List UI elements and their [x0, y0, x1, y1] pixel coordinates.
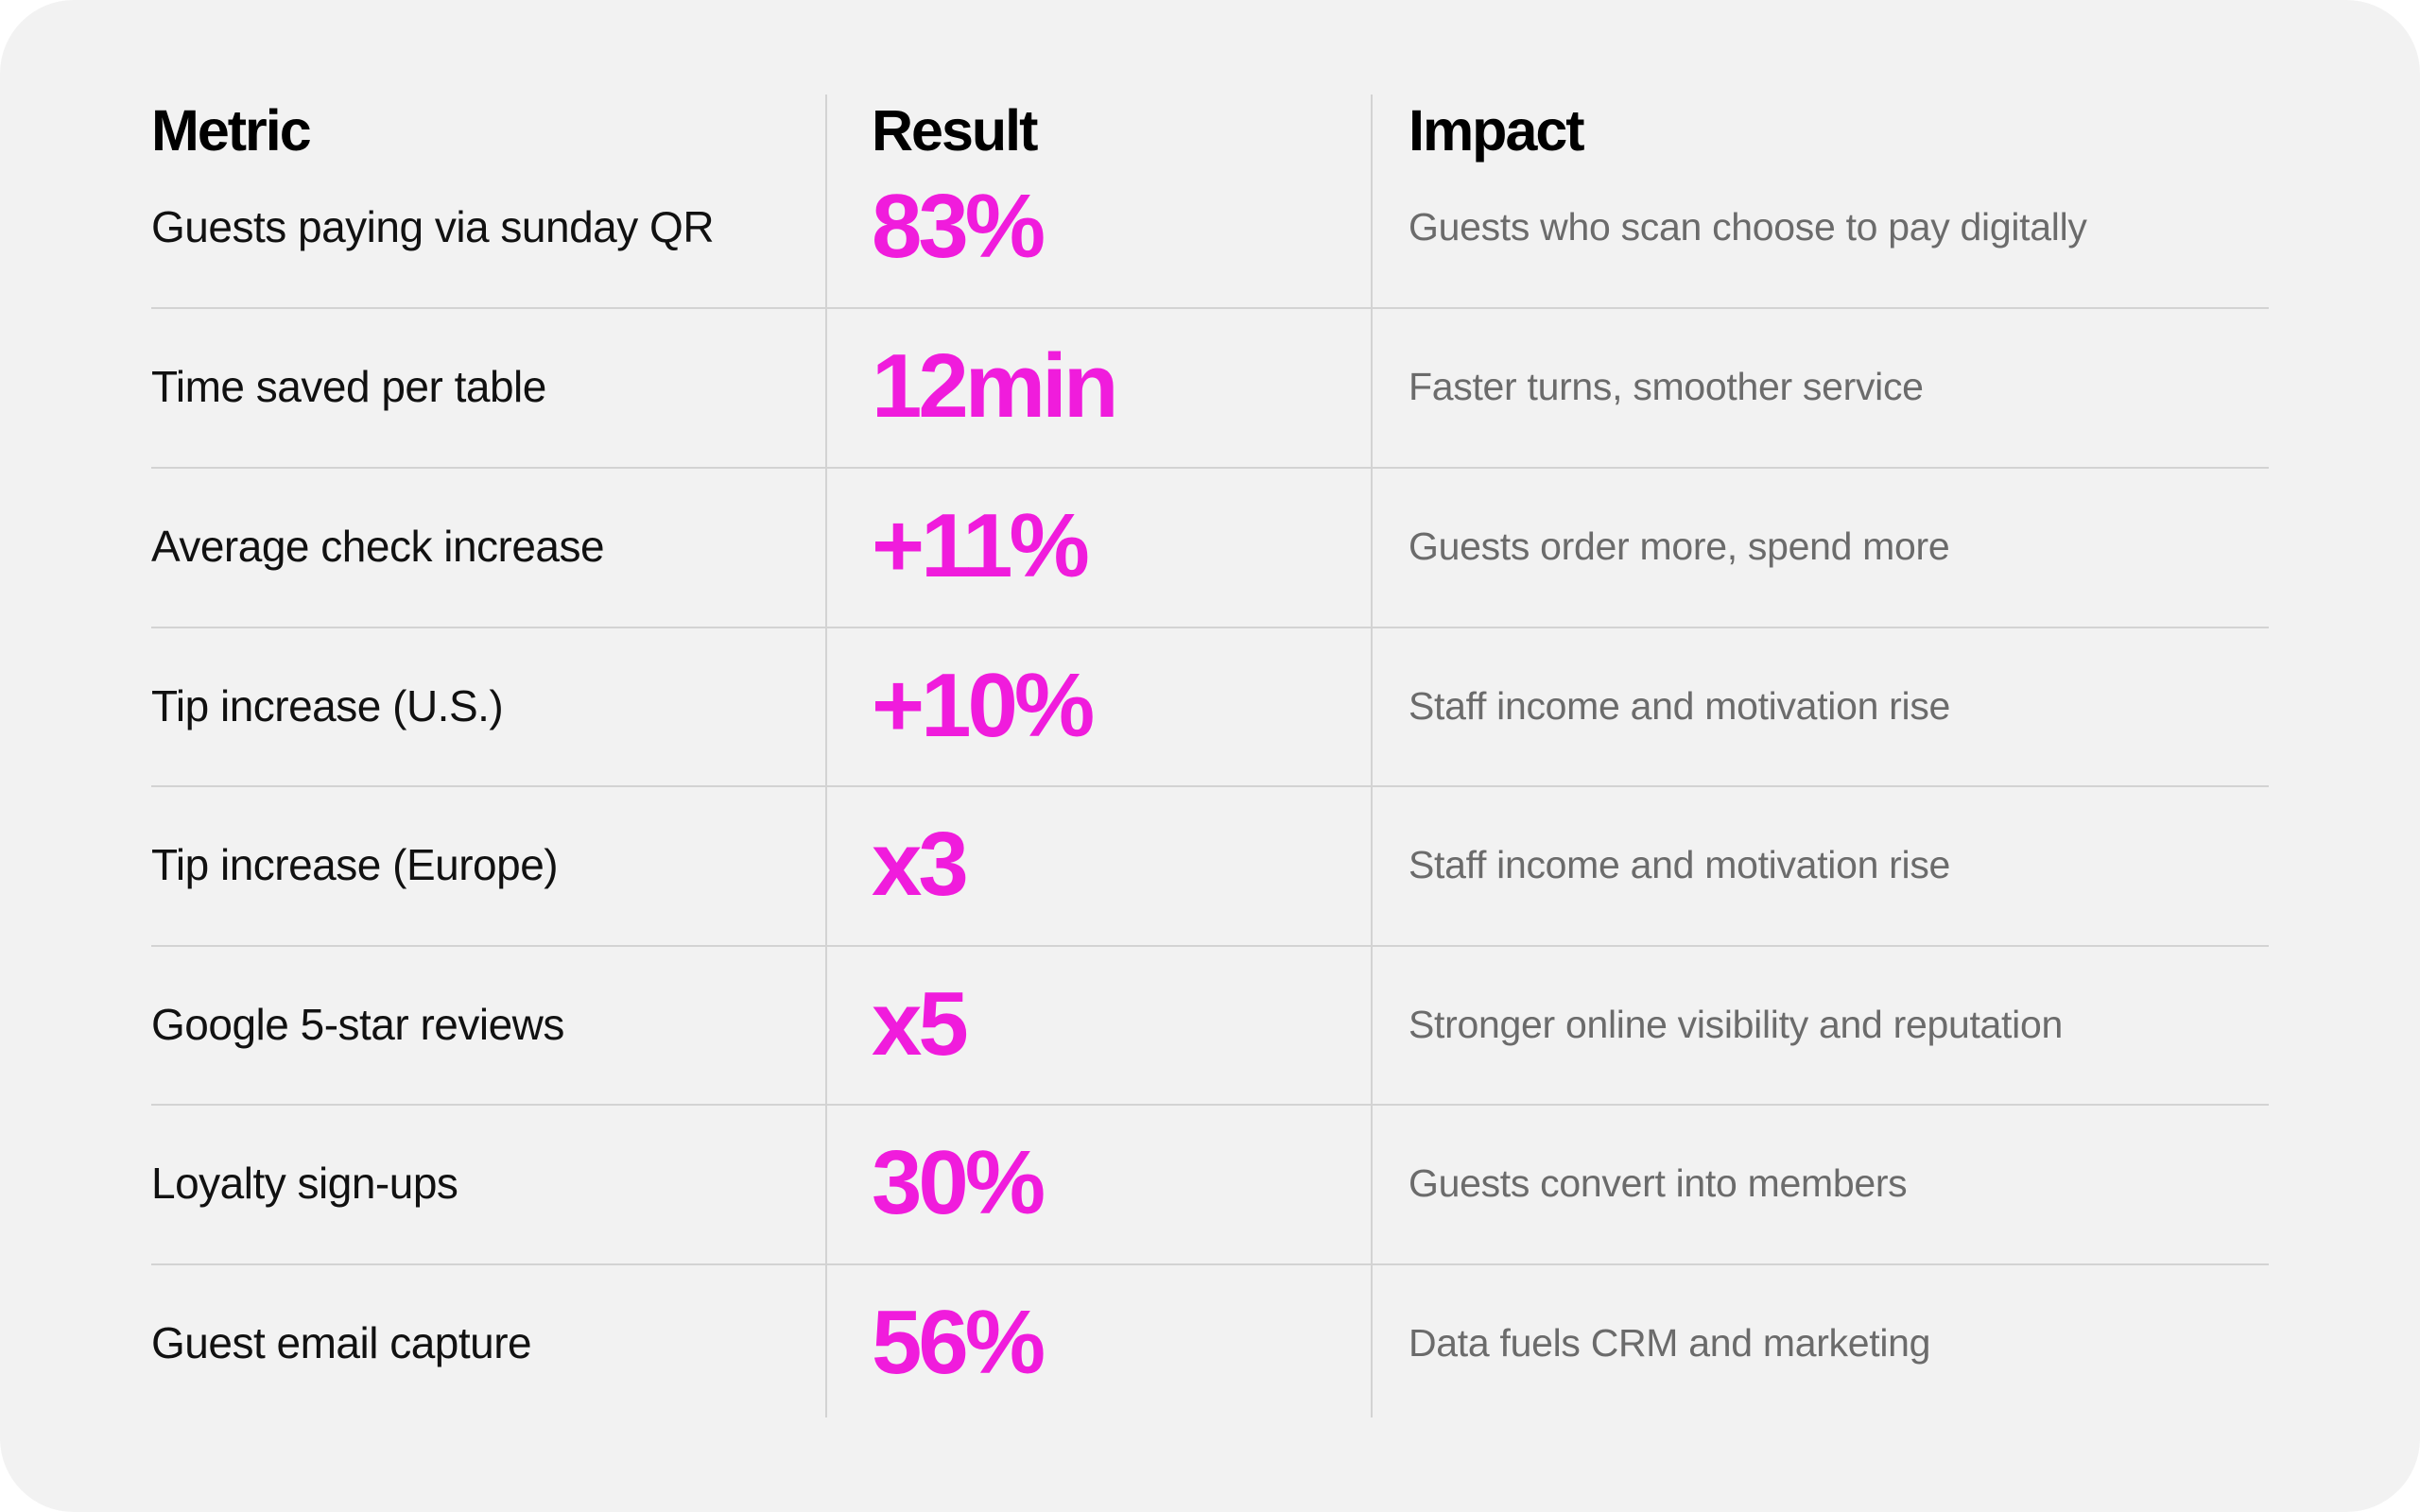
row-divider [151, 1104, 2269, 1106]
table-row: Time saved per table 12min Faster turns,… [0, 307, 2420, 466]
impact-description: Guests convert into members [1409, 1160, 1908, 1205]
metric-label: Average check increase [151, 522, 605, 571]
impact-description: Staff income and motivation rise [1409, 842, 1951, 886]
metric-label: Time saved per table [151, 362, 546, 411]
impact-description: Data fuels CRM and marketing [1409, 1320, 1931, 1365]
impact-description: Stronger online visibility and reputatio… [1409, 1002, 2063, 1046]
result-value: 30% [872, 1132, 1046, 1233]
metric-label: Guest email capture [151, 1318, 532, 1367]
metric-label: Google 5-star reviews [151, 1000, 564, 1049]
result-value: 56% [872, 1292, 1046, 1393]
metric-label: Guests paying via sunday QR [151, 202, 715, 251]
impact-description: Faster turns, smoother service [1409, 364, 1924, 408]
table-row: Google 5-star reviews x5 Stronger online… [0, 945, 2420, 1104]
result-value: 12min [872, 335, 1118, 437]
header-metric: Metric [151, 98, 312, 163]
metric-label: Tip increase (U.S.) [151, 681, 504, 730]
impact-description: Staff income and motivation rise [1409, 683, 1951, 728]
row-divider [151, 627, 2269, 628]
table-row: Guests paying via sunday QR 83% Guests w… [0, 147, 2420, 306]
column-divider-metric-result [825, 94, 827, 1418]
row-divider [151, 785, 2269, 787]
row-divider [151, 467, 2269, 469]
table-row: Loyalty sign-ups 30% Guests convert into… [0, 1104, 2420, 1263]
metric-label: Loyalty sign-ups [151, 1159, 458, 1208]
result-value: x3 [872, 814, 969, 915]
result-value: 83% [872, 176, 1046, 277]
row-divider [151, 307, 2269, 309]
table-row: Average check increase +11% Guests order… [0, 467, 2420, 626]
column-divider-result-impact [1371, 94, 1373, 1418]
row-divider [151, 945, 2269, 947]
impact-description: Guests order more, spend more [1409, 524, 1950, 568]
row-divider [151, 1263, 2269, 1265]
table-row: Tip increase (Europe) x3 Staff income an… [0, 785, 2420, 944]
table-row: Tip increase (U.S.) +10% Staff income an… [0, 627, 2420, 785]
metric-label: Tip increase (Europe) [151, 840, 559, 889]
table-row: Guest email capture 56% Data fuels CRM a… [0, 1263, 2420, 1422]
result-value: +10% [872, 655, 1095, 756]
impact-description: Guests who scan choose to pay digitally [1409, 204, 2087, 249]
header-result: Result [872, 98, 1038, 163]
result-value: +11% [872, 495, 1090, 596]
header-impact: Impact [1409, 98, 1585, 163]
result-value: x5 [872, 973, 969, 1074]
